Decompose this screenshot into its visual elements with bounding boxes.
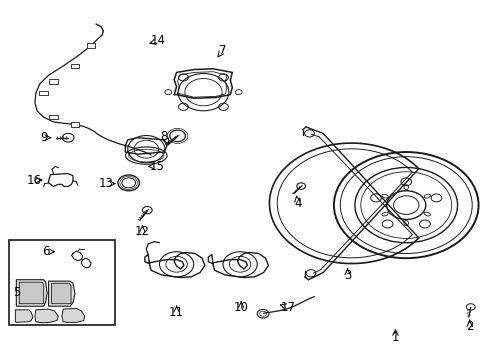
Text: 12: 12	[135, 225, 150, 238]
Polygon shape	[51, 283, 71, 304]
Text: 17: 17	[280, 301, 295, 314]
Polygon shape	[35, 309, 58, 323]
Text: 5: 5	[13, 287, 20, 300]
Text: 8: 8	[161, 130, 168, 144]
Text: 13: 13	[98, 177, 113, 190]
FancyBboxPatch shape	[49, 115, 58, 120]
Text: 11: 11	[169, 306, 184, 319]
Text: 7: 7	[219, 44, 227, 57]
Text: 6: 6	[42, 245, 49, 258]
Polygon shape	[19, 282, 44, 304]
Text: 14: 14	[150, 34, 166, 48]
Text: 15: 15	[149, 160, 165, 173]
FancyBboxPatch shape	[71, 122, 79, 127]
Text: 1: 1	[392, 330, 399, 343]
Text: 3: 3	[344, 269, 351, 282]
FancyBboxPatch shape	[9, 240, 115, 325]
FancyBboxPatch shape	[87, 43, 96, 48]
Text: 9: 9	[40, 131, 48, 144]
Polygon shape	[15, 310, 33, 322]
FancyBboxPatch shape	[71, 64, 79, 68]
Text: 4: 4	[294, 197, 301, 210]
Polygon shape	[49, 281, 75, 306]
Text: 2: 2	[466, 320, 473, 333]
FancyBboxPatch shape	[49, 79, 58, 84]
Text: 16: 16	[26, 174, 42, 186]
Polygon shape	[16, 280, 47, 306]
Polygon shape	[62, 309, 85, 322]
Text: 10: 10	[234, 301, 248, 314]
FancyBboxPatch shape	[39, 91, 48, 95]
